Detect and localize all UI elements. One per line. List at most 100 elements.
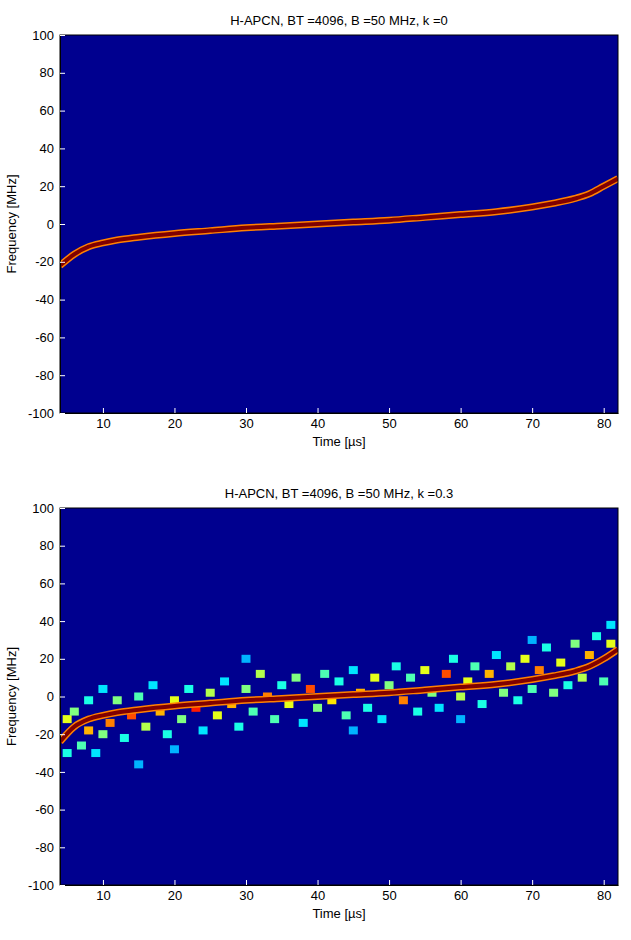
- plot-area: [60, 179, 618, 266]
- x-tick-label: 50: [382, 888, 396, 903]
- cell: [242, 685, 251, 693]
- y-tick: -20: [35, 254, 65, 269]
- x-tick: 70: [525, 408, 539, 431]
- y-tick-label: 60: [40, 576, 54, 591]
- y-tick-label: 20: [40, 179, 54, 194]
- x-tick-mark: [246, 408, 247, 413]
- cell: [563, 681, 572, 689]
- x-tick-label: 60: [454, 888, 468, 903]
- cell: [578, 674, 587, 682]
- y-tick-mark: [60, 35, 65, 36]
- cell: [292, 674, 301, 682]
- y-tick-label: -60: [35, 802, 54, 817]
- x-axis: 1020304050607080: [61, 880, 619, 903]
- y-tick-mark: [60, 847, 65, 848]
- y-axis-title: Frequency [MHz]: [4, 175, 19, 274]
- y-tick-label: 0: [47, 689, 54, 704]
- y-tick-label: -80: [35, 840, 54, 855]
- cell: [349, 726, 358, 734]
- x-tick-mark: [604, 408, 605, 413]
- cell: [399, 696, 408, 704]
- y-tick: 0: [47, 689, 65, 704]
- y-tick: 100: [32, 28, 65, 43]
- y-tick-label: -100: [28, 878, 54, 893]
- cell: [542, 643, 551, 651]
- x-tick-mark: [246, 880, 247, 885]
- cell: [420, 666, 429, 674]
- cell: [120, 734, 129, 742]
- y-tick: 40: [40, 614, 65, 629]
- x-tick-label: 40: [311, 888, 325, 903]
- y-tick-mark: [60, 508, 65, 509]
- cell: [392, 662, 401, 670]
- plot-background: [60, 35, 618, 413]
- cell: [98, 685, 107, 693]
- plot-frame: [60, 508, 618, 885]
- x-tick-mark: [532, 408, 533, 413]
- y-tick-label: -100: [28, 406, 54, 421]
- cell: [528, 636, 537, 644]
- cell: [470, 662, 479, 670]
- cell: [91, 749, 100, 757]
- cell: [84, 726, 93, 734]
- cell: [363, 704, 372, 712]
- x-tick-label: 30: [239, 888, 253, 903]
- y-tick-label: -80: [35, 368, 54, 383]
- x-tick: 50: [382, 408, 396, 431]
- x-tick-mark: [318, 408, 319, 413]
- cell: [349, 666, 358, 674]
- y-tick-mark: [60, 413, 65, 414]
- y-tick: 0: [47, 217, 65, 232]
- y-tick-label: 20: [40, 651, 54, 666]
- plot-background: [60, 508, 618, 885]
- cell: [606, 640, 615, 648]
- panel: 1020304050607080-100-80-60-40-2002040608…: [4, 486, 619, 921]
- cell: [63, 715, 72, 723]
- y-tick-mark: [60, 300, 65, 301]
- cell: [63, 749, 72, 757]
- title: H-APCN, BT =4096, B =50 MHz, k =0: [230, 13, 448, 28]
- y-tick-mark: [60, 73, 65, 74]
- y-tick-label: 80: [40, 65, 54, 80]
- cell: [592, 632, 601, 640]
- cell: [256, 670, 265, 678]
- x-tick-label: 10: [96, 416, 110, 431]
- y-tick-label: 60: [40, 103, 54, 118]
- y-tick-mark: [60, 659, 65, 660]
- y-tick: -100: [28, 878, 65, 893]
- cell: [149, 681, 158, 689]
- cell: [234, 723, 243, 731]
- cell: [299, 719, 308, 727]
- y-tick-label: -20: [35, 254, 54, 269]
- y-tick-label: -40: [35, 292, 54, 307]
- cell: [521, 655, 530, 663]
- cell: [98, 730, 107, 738]
- x-axis-title: Time [µs]: [312, 434, 365, 449]
- x-tick: 80: [597, 880, 611, 903]
- x-tick: 30: [239, 408, 253, 431]
- cell: [528, 685, 537, 693]
- x-tick: 70: [525, 880, 539, 903]
- cell: [585, 651, 594, 659]
- y-tick-label: 40: [40, 614, 54, 629]
- y-tick-mark: [60, 148, 65, 149]
- x-tick-label: 30: [239, 416, 253, 431]
- x-tick-label: 20: [168, 888, 182, 903]
- x-tick: 60: [454, 880, 468, 903]
- y-tick-label: 0: [47, 217, 54, 232]
- cell: [213, 711, 222, 719]
- x-tick: 10: [96, 408, 110, 431]
- cell: [599, 677, 608, 685]
- cell: [449, 655, 458, 663]
- cell: [435, 704, 444, 712]
- cell: [406, 674, 415, 682]
- x-axis-line: [61, 413, 619, 414]
- y-tick-mark: [60, 772, 65, 773]
- cell: [277, 681, 286, 689]
- ridge-line: [60, 649, 618, 741]
- y-tick: 60: [40, 576, 65, 591]
- x-tick: 40: [311, 408, 325, 431]
- panel: 1020304050607080-100-80-60-40-2002040608…: [4, 13, 619, 449]
- ridge-line: [60, 179, 618, 266]
- x-tick: 80: [597, 408, 611, 431]
